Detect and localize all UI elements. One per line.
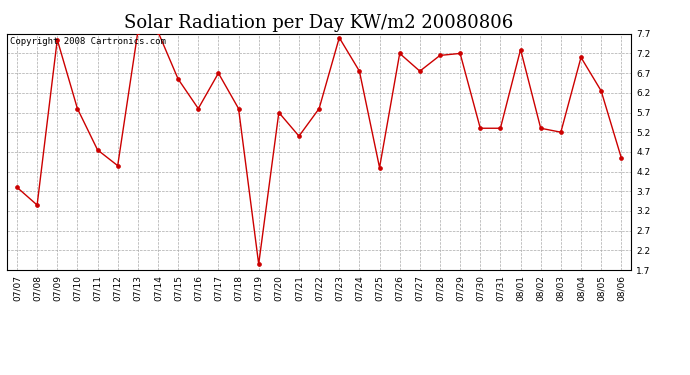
Title: Solar Radiation per Day KW/m2 20080806: Solar Radiation per Day KW/m2 20080806 [124, 14, 514, 32]
Text: Copyright 2008 Cartronics.com: Copyright 2008 Cartronics.com [10, 37, 166, 46]
